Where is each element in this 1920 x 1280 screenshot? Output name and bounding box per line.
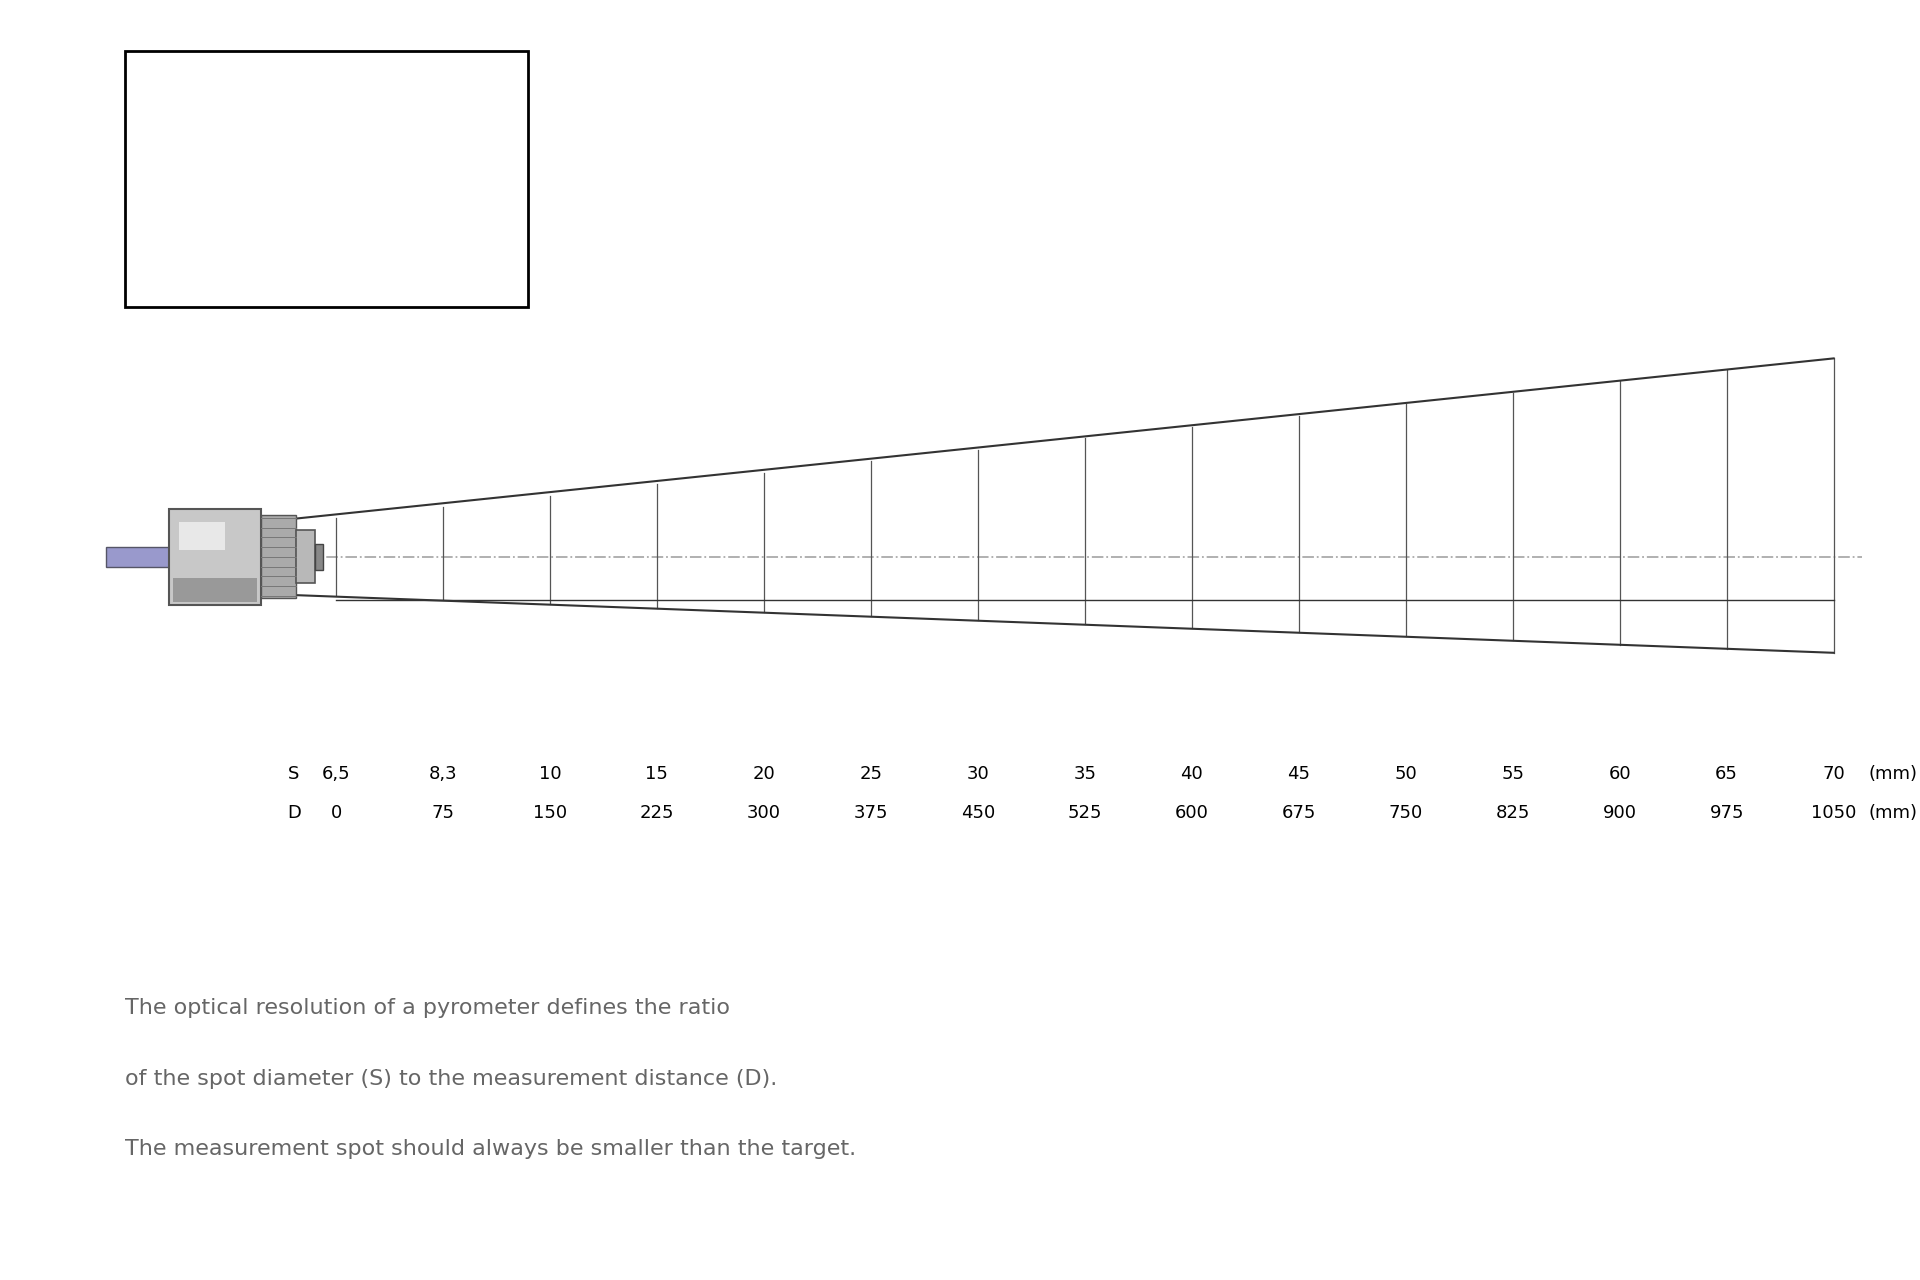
- Text: 375: 375: [854, 804, 889, 822]
- Text: 225: 225: [639, 804, 674, 822]
- Text: 75: 75: [432, 804, 455, 822]
- Text: of the spot diameter (S) to the measurement distance (D).: of the spot diameter (S) to the measurem…: [125, 1069, 778, 1089]
- Text: 35: 35: [1073, 765, 1096, 783]
- Text: Csmi-SF15: Csmi-SF15: [148, 83, 288, 108]
- Text: The optical resolution of a pyrometer defines the ratio: The optical resolution of a pyrometer de…: [125, 998, 730, 1019]
- Text: 10: 10: [540, 765, 561, 783]
- Text: 6,5: 6,5: [323, 765, 349, 783]
- Text: 20: 20: [753, 765, 776, 783]
- Text: 675: 675: [1281, 804, 1315, 822]
- Text: 50: 50: [1394, 765, 1417, 783]
- Text: (mm): (mm): [1868, 804, 1918, 822]
- Text: 55: 55: [1501, 765, 1524, 783]
- Text: 1050: 1050: [1811, 804, 1857, 822]
- Text: 450: 450: [960, 804, 995, 822]
- Text: (mm): (mm): [1868, 765, 1918, 783]
- Text: 40: 40: [1181, 765, 1204, 783]
- Text: CSmi-2WSF15: CSmi-2WSF15: [148, 140, 334, 164]
- Text: 150: 150: [534, 804, 566, 822]
- Text: 60: 60: [1609, 765, 1630, 783]
- Text: The measurement spot should always be smaller than the target.: The measurement spot should always be sm…: [125, 1139, 856, 1160]
- Text: 25: 25: [860, 765, 883, 783]
- Text: 750: 750: [1388, 804, 1423, 822]
- Text: D: D: [286, 804, 301, 822]
- Text: 900: 900: [1603, 804, 1636, 822]
- Text: 8,3: 8,3: [428, 765, 457, 783]
- Text: D:S: 15:1: D:S: 15:1: [148, 253, 271, 278]
- Text: 600: 600: [1175, 804, 1210, 822]
- Text: 825: 825: [1496, 804, 1530, 822]
- Text: 0: 0: [330, 804, 342, 822]
- Text: 30: 30: [966, 765, 989, 783]
- Text: 45: 45: [1286, 765, 1309, 783]
- Text: 15: 15: [645, 765, 668, 783]
- Text: 70: 70: [1822, 765, 1845, 783]
- Text: 975: 975: [1709, 804, 1743, 822]
- Text: S: S: [288, 765, 300, 783]
- Text: 525: 525: [1068, 804, 1102, 822]
- Text: SF lens: SF lens: [148, 197, 244, 221]
- Text: 65: 65: [1715, 765, 1738, 783]
- Text: 300: 300: [747, 804, 781, 822]
